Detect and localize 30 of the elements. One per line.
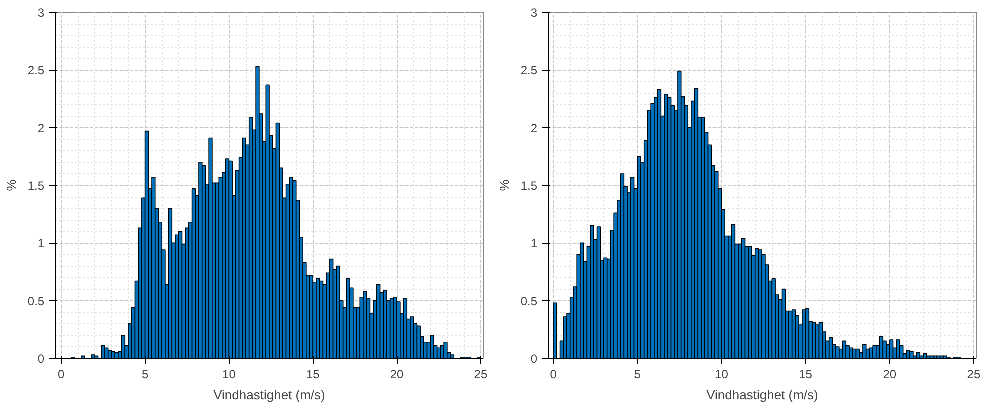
- x-tick-label: 20: [883, 368, 897, 382]
- y-tick-label: 2: [38, 121, 45, 136]
- y-tick-label: 1: [530, 236, 538, 251]
- x-tick-label: 10: [222, 368, 236, 382]
- x-axis-title: Vindhastighet (m/s): [706, 388, 818, 402]
- x-tick-label: 20: [390, 368, 404, 382]
- x-axis-title: Vindhastighet (m/s): [214, 388, 326, 402]
- y-tick-label: 0.5: [28, 294, 45, 308]
- y-axis-title: %: [496, 179, 512, 192]
- x-tick-label: 0: [550, 368, 558, 382]
- y-tick-label: 0.5: [520, 294, 538, 308]
- y-tick-label: 2.5: [520, 64, 538, 78]
- y-tick-label: 1.5: [28, 179, 45, 193]
- y-tick-label: 0: [38, 352, 45, 366]
- x-tick-label: 25: [474, 368, 488, 382]
- y-tick-label: 2: [530, 121, 538, 136]
- y-tick-label: 2.5: [28, 64, 45, 78]
- x-tick-label: 5: [142, 368, 149, 382]
- y-tick-label: 3: [530, 6, 538, 20]
- y-tick-label: 1.5: [520, 179, 538, 193]
- x-tick-label: 25: [967, 368, 981, 382]
- x-tick-label: 15: [306, 368, 320, 382]
- y-tick-label: 3: [38, 6, 45, 20]
- y-tick-label: 0: [530, 352, 538, 366]
- y-tick-label: 1: [38, 236, 45, 251]
- x-tick-label: 5: [634, 368, 642, 382]
- x-tick-label: 15: [799, 368, 813, 382]
- x-tick-label: 0: [58, 368, 66, 382]
- x-tick-label: 10: [715, 368, 729, 382]
- y-axis-title: %: [4, 179, 19, 192]
